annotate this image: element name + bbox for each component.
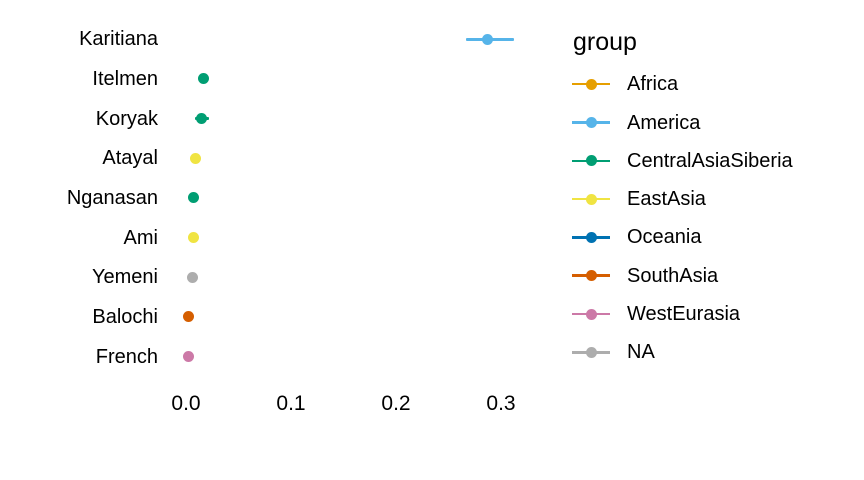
legend-item-label: Africa bbox=[627, 73, 679, 96]
legend-key-icon bbox=[572, 111, 610, 135]
legend-item-label: EastAsia bbox=[627, 188, 706, 211]
legend-key-icon bbox=[572, 149, 610, 173]
y-axis-label: Balochi bbox=[92, 305, 158, 328]
legend-key-icon bbox=[572, 302, 610, 326]
legend-item-label: Oceania bbox=[627, 226, 702, 249]
y-axis-label: Yemeni bbox=[92, 266, 158, 289]
data-point bbox=[196, 113, 208, 125]
legend-item-label: CentralAsiaSiberia bbox=[627, 149, 793, 172]
data-point bbox=[198, 73, 210, 85]
legend-key-icon bbox=[572, 72, 610, 96]
legend-title: group bbox=[573, 28, 637, 56]
y-axis-label: French bbox=[95, 345, 158, 368]
legend-key-dot-icon bbox=[585, 308, 597, 320]
legend-key-dot-icon bbox=[585, 193, 597, 205]
x-tick-label: 0.0 bbox=[171, 392, 201, 415]
y-axis-label: Ami bbox=[123, 226, 158, 249]
data-point bbox=[187, 232, 199, 244]
legend-key-icon bbox=[572, 187, 610, 211]
legend-item-label: NA bbox=[627, 341, 655, 364]
x-tick-label: 0.1 bbox=[276, 392, 306, 415]
data-point bbox=[187, 192, 199, 204]
legend-item-label: SouthAsia bbox=[627, 264, 719, 287]
legend-key-icon bbox=[572, 340, 610, 364]
legend-item-label: WestEurasia bbox=[627, 303, 741, 325]
x-tick-label: 0.2 bbox=[381, 392, 411, 415]
legend-key-dot-icon bbox=[585, 78, 597, 90]
legend-key-dot-icon bbox=[585, 346, 597, 358]
legend-item-label: America bbox=[627, 111, 701, 134]
legend-key-icon bbox=[572, 225, 610, 249]
legend-key-dot-icon bbox=[585, 155, 597, 167]
data-point bbox=[481, 33, 493, 45]
y-axis-label: Atayal bbox=[102, 147, 158, 170]
y-axis-label: Karitiana bbox=[79, 28, 158, 51]
y-axis-label: Itelmen bbox=[92, 67, 158, 90]
y-axis-label: Nganasan bbox=[66, 186, 158, 209]
data-point bbox=[189, 152, 201, 164]
legend-key-dot-icon bbox=[585, 117, 597, 128]
y-axis-label: Koryak bbox=[95, 107, 158, 130]
legend-key-dot-icon bbox=[585, 270, 597, 282]
legend-key-icon bbox=[572, 264, 610, 288]
x-tick-label: 0.3 bbox=[486, 392, 516, 415]
data-point bbox=[186, 271, 198, 283]
data-point bbox=[182, 351, 194, 362]
legend-key-dot-icon bbox=[585, 231, 597, 243]
data-point bbox=[182, 311, 194, 323]
